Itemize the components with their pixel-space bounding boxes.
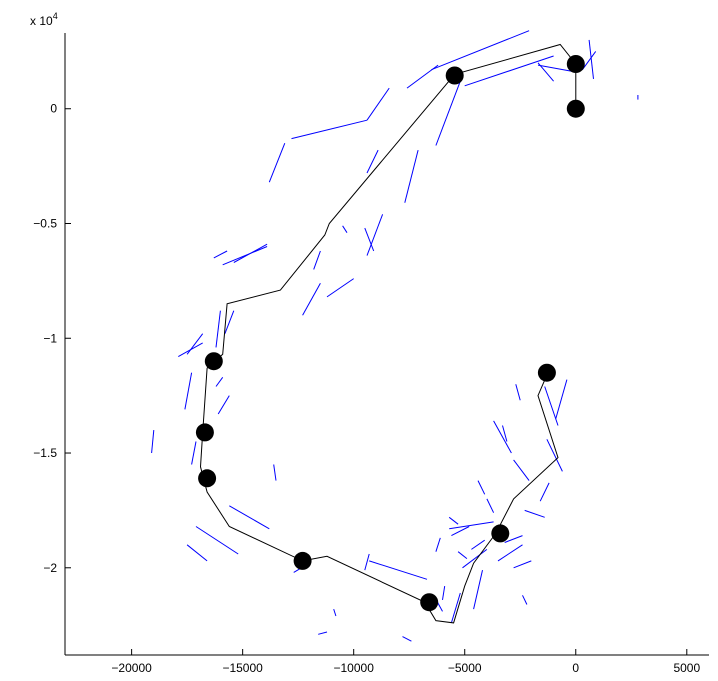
blue-segment	[334, 609, 336, 616]
blue-segment	[152, 430, 154, 453]
landmark-point	[196, 423, 214, 441]
blue-segment	[187, 545, 207, 561]
landmark-point	[420, 593, 438, 611]
y-tick-label: −1	[43, 331, 57, 345]
blue-segment	[303, 283, 321, 315]
x-tick-label: −5000	[448, 661, 482, 675]
blue-segment	[403, 637, 412, 642]
blue-segment	[525, 510, 545, 517]
blue-segment	[471, 540, 484, 549]
blue-segment	[229, 506, 269, 529]
blue-segment	[538, 63, 554, 81]
blue-segment	[269, 143, 285, 182]
blue-segment	[327, 279, 354, 297]
y-tick-label: 0	[50, 102, 57, 116]
blue-segment	[498, 545, 523, 561]
blue-segment	[405, 150, 418, 203]
blue-segment	[436, 81, 460, 145]
blue-segment	[547, 439, 563, 471]
blue-segment	[449, 517, 458, 524]
blue-segment	[436, 538, 440, 552]
blue-segment	[367, 214, 383, 255]
blue-segment	[218, 396, 229, 414]
blue-segment	[196, 527, 238, 555]
landmark-point	[491, 524, 509, 542]
blue-segment	[178, 343, 202, 357]
x-tick-label: −10000	[333, 661, 374, 675]
blue-segment	[216, 311, 220, 348]
y-tick-label: −2	[43, 561, 57, 575]
y-tick-label: −1.5	[33, 446, 57, 460]
x-tick-label: −15000	[222, 661, 263, 675]
y-tick-label: −0.5	[33, 217, 57, 231]
x-axis-ticks: −20000 −15000 −10000 −5000 0 5000	[111, 649, 700, 675]
blue-segment	[274, 465, 276, 481]
trajectory-path-layer	[201, 45, 576, 623]
landmark-point	[294, 552, 312, 570]
y-axis-multiplier: x 104	[30, 11, 58, 28]
blue-segment	[516, 384, 520, 400]
y-axis-multiplier-base: x 10	[30, 14, 53, 28]
landmark-points-layer	[196, 55, 585, 611]
blue-segment	[214, 251, 227, 258]
blue-segment	[343, 226, 347, 233]
blue-segment	[465, 56, 554, 86]
blue-segment	[514, 460, 530, 481]
blue-segment	[487, 499, 494, 513]
landmark-point	[205, 352, 223, 370]
blue-segment	[540, 483, 549, 501]
blue-segment	[365, 554, 369, 570]
blue-segment	[431, 31, 529, 70]
axes	[65, 33, 709, 655]
blue-segment	[458, 552, 467, 559]
blue-segment	[314, 251, 321, 269]
blue-segment	[545, 387, 558, 426]
x-tick-label: −20000	[111, 661, 152, 675]
blue-segment	[451, 593, 460, 623]
blue-segment	[478, 481, 485, 495]
landmark-point	[446, 67, 464, 85]
blue-segment	[216, 377, 223, 386]
trajectory-line	[201, 45, 576, 623]
blue-segment	[365, 228, 374, 251]
blue-segment	[523, 595, 527, 604]
blue-segment	[367, 150, 378, 173]
blue-segment	[443, 586, 445, 600]
landmark-point	[538, 364, 556, 382]
x-tick-label: 5000	[673, 661, 700, 675]
blue-segment	[223, 247, 267, 265]
blue-segment	[474, 570, 483, 609]
blue-segment	[292, 120, 368, 138]
blue-segment	[369, 561, 427, 579]
landmark-point	[567, 100, 585, 118]
blue-segment	[514, 561, 532, 568]
blue-segment	[556, 380, 567, 419]
blue-segment	[367, 88, 389, 120]
blue-segment	[192, 442, 196, 465]
y-axis-multiplier-exponent: 4	[53, 11, 58, 21]
x-tick-label: 0	[572, 661, 579, 675]
blue-segment	[185, 373, 192, 410]
blue-segment	[582, 51, 595, 69]
blue-segment	[407, 65, 438, 88]
landmark-point	[567, 55, 585, 73]
landmark-point	[198, 469, 216, 487]
blue-segment	[318, 632, 327, 634]
